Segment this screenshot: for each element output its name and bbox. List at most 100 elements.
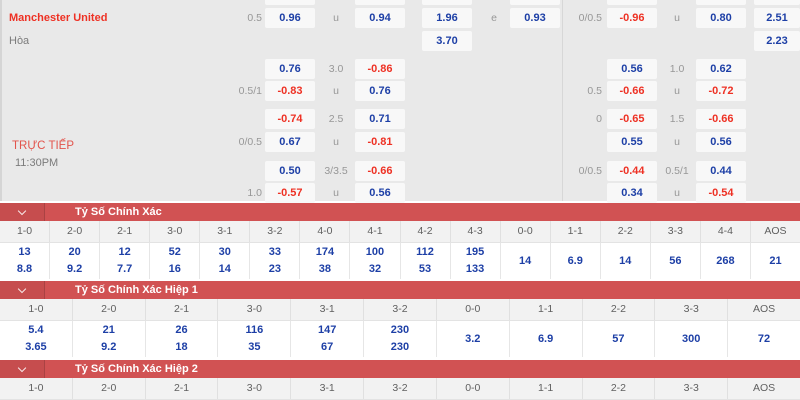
score-column-header: 1-0	[0, 378, 73, 399]
score-odds-cell[interactable]: 100 32	[350, 243, 401, 279]
section-header-bar[interactable]: Tỷ Số Chính Xác Hiệp 2	[0, 360, 800, 378]
odds-value-button[interactable]: 0.56	[696, 132, 746, 152]
section-header-bar[interactable]: Tỷ Số Chính Xác Hiệp 1	[0, 281, 800, 299]
odds-value-button[interactable]: -0.57	[265, 183, 315, 203]
home-team-name: Manchester United	[9, 12, 108, 24]
odds-value: 53	[418, 263, 432, 275]
score-column-header: 3-0	[218, 378, 292, 399]
odds-value-button[interactable]: 0.96	[265, 8, 315, 28]
score-column-header: AOS	[752, 303, 776, 315]
odds-value-button[interactable]: 0.94	[355, 8, 405, 28]
odds-value-button[interactable]: 0.62	[696, 59, 746, 79]
overunder-line-label: u	[674, 85, 680, 97]
score-odds-cell[interactable]: 13 8.8	[0, 243, 51, 279]
odds-value: 9.2	[101, 341, 117, 353]
score-odds-cell[interactable]: 26 18	[146, 321, 219, 357]
score-odds-cell[interactable]: 230 230	[364, 321, 437, 357]
odds-value-button[interactable]: 0.44	[696, 161, 746, 181]
odds-value-button[interactable]: -0.66	[696, 109, 746, 129]
odds-value: 14	[619, 254, 632, 267]
score-odds-cell[interactable]: 72	[728, 321, 800, 357]
score-odds-cell[interactable]: 116 35	[218, 321, 292, 357]
odds-value-button[interactable]: 0.55	[607, 132, 657, 152]
odds-box-partial	[696, 0, 746, 5]
score-odds-cell[interactable]: 14	[501, 243, 551, 279]
score-odds-cell[interactable]: 21	[751, 243, 800, 279]
odds-value-button[interactable]: -0.96	[607, 8, 657, 28]
score-odds-cell[interactable]: 195 133	[451, 243, 501, 279]
odds-value: 8.8	[16, 263, 33, 275]
score-column-header: 2-2	[583, 299, 656, 320]
odds-value-button[interactable]: -0.54	[696, 183, 746, 203]
score-odds-cell[interactable]: 52 16	[150, 243, 201, 279]
odds-value: 3.65	[25, 341, 47, 353]
score-odds-cell[interactable]: 268	[701, 243, 751, 279]
handicap-line-label: 0/0.5	[578, 12, 602, 24]
score-column-header: 0-0	[501, 221, 551, 242]
odds-value-button[interactable]: -0.66	[355, 161, 405, 181]
score-odds-cell[interactable]: 147 67	[291, 321, 365, 357]
score-odds-cell[interactable]: 174 38	[300, 243, 351, 279]
score-odds-cell[interactable]: 6.9	[551, 243, 601, 279]
odds-value: 6.9	[567, 254, 583, 267]
score-column-header: 2-0	[73, 299, 146, 320]
odds-value-button[interactable]: 0.67	[265, 132, 315, 152]
odds-value-button[interactable]: 0.93	[510, 8, 560, 28]
score-odds-cell[interactable]: 57	[583, 321, 656, 357]
score-odds-cell[interactable]: 300	[655, 321, 729, 357]
match-odds-grid: Manchester United Hòa TRỰC TIẾP 11:30PM …	[0, 0, 800, 203]
score-odds-cell[interactable]: 56	[651, 243, 701, 279]
odds-value-button[interactable]: 0.80	[696, 8, 746, 28]
handicap-line-label: 1.0	[247, 187, 262, 199]
odds-value-button[interactable]: 2.51	[754, 8, 800, 28]
score-column-header: 2-1	[146, 378, 219, 399]
odds-value-button[interactable]: 1.96	[422, 8, 472, 28]
odds-value-button[interactable]: -0.74	[265, 109, 315, 129]
odds-value: 12	[118, 246, 131, 258]
score-column-header: 3-2	[364, 299, 437, 320]
score-odds-cell[interactable]: 21 9.2	[73, 321, 146, 357]
chevron-down-icon[interactable]	[0, 203, 45, 221]
match-time: 11:30PM	[15, 157, 59, 169]
odds-value: 133	[465, 263, 485, 275]
odds-value-button[interactable]: -0.66	[607, 81, 657, 101]
score-column-header: 2-1	[146, 299, 219, 320]
odds-value-button[interactable]: 0.56	[607, 59, 657, 79]
odds-value-button[interactable]: 0.76	[265, 59, 315, 79]
odds-value-button[interactable]: -0.44	[607, 161, 657, 181]
odds-value-button[interactable]: 0.76	[355, 81, 405, 101]
score-odds-cell[interactable]: 5.4 3.65	[0, 321, 73, 357]
score-odds-cell[interactable]: 3.2	[437, 321, 510, 357]
overunder-line-label: u	[333, 85, 339, 97]
score-odds-cell[interactable]: 14	[601, 243, 651, 279]
score-odds-cell[interactable]: 112 53	[401, 243, 451, 279]
odds-value: 35	[248, 341, 261, 353]
odds-value-button[interactable]: 0.50	[265, 161, 315, 181]
chevron-down-icon[interactable]	[0, 281, 45, 299]
odds-value-button[interactable]: -0.86	[355, 59, 405, 79]
score-odds-cell[interactable]: 30 14	[200, 243, 251, 279]
odds-value-button[interactable]: -0.83	[265, 81, 315, 101]
chevron-glyph	[17, 363, 27, 373]
overunder-line-label: 3.0	[328, 63, 344, 75]
chevron-down-icon[interactable]	[0, 360, 45, 378]
odds-value-button[interactable]: 0.34	[607, 183, 657, 203]
odds-value-button[interactable]: 2.23	[754, 31, 800, 51]
odds-value-button[interactable]: -0.65	[607, 109, 657, 129]
overunder-line-label: 1.5	[669, 113, 685, 125]
score-header-row: 1-0 2-0 2-1 3-0 3-1 3-2 0-0 1-1 2-2 3-3 AOS	[0, 299, 800, 321]
score-odds-cell[interactable]: 12 7.7	[100, 243, 151, 279]
odds-value-button[interactable]: -0.81	[355, 132, 405, 152]
section-header-bar[interactable]: Tỷ Số Chính Xác	[0, 203, 800, 221]
score-column-header: 4-0	[300, 221, 351, 242]
odds-value-button[interactable]: 0.71	[355, 109, 405, 129]
score-odds-cell[interactable]: 20 9.2	[50, 243, 101, 279]
score-column-header: 3-0	[218, 299, 292, 320]
odds-value-button[interactable]: 3.70	[422, 31, 472, 51]
odds-value: 21	[102, 324, 115, 336]
score-odds-cell[interactable]: 33 23	[250, 243, 301, 279]
odds-value-button[interactable]: 0.56	[355, 183, 405, 203]
odds-value-button[interactable]: -0.72	[696, 81, 746, 101]
odds-value: 5.4	[28, 324, 44, 336]
score-odds-cell[interactable]: 6.9	[510, 321, 583, 357]
